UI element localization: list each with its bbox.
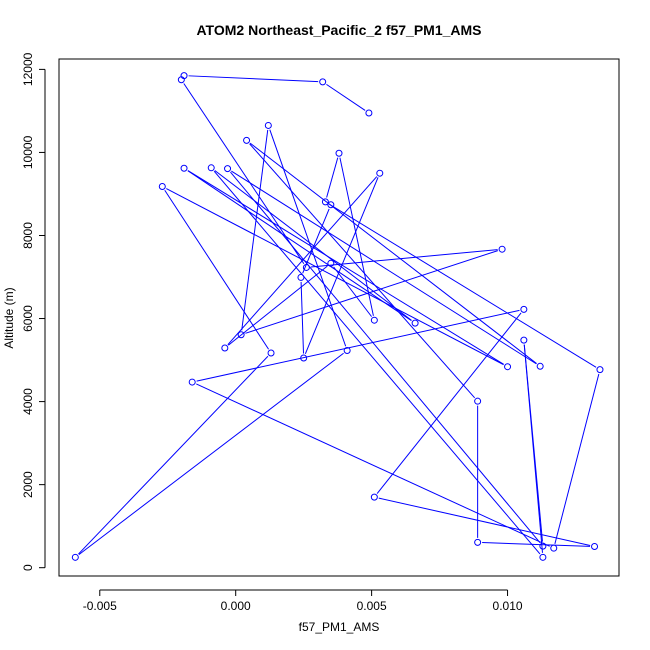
series-segment (230, 171, 541, 543)
y-axis: 0 2000 4000 6000 8000 10000 12000 (21, 52, 46, 571)
data-point (474, 397, 482, 405)
data-point (321, 198, 329, 206)
series-segment (328, 203, 597, 368)
series-segment (326, 83, 366, 111)
y-tick-label: 4000 (21, 388, 35, 415)
data-point (539, 553, 547, 561)
y-axis-label: Altitude (m) (2, 287, 16, 348)
data-point (498, 245, 506, 253)
data-point (504, 363, 512, 371)
data-point (188, 378, 196, 386)
series-segment (304, 177, 379, 355)
data-point (300, 354, 308, 362)
data-point (370, 493, 378, 501)
x-tick-label: 0.005 (357, 599, 387, 613)
data-point (474, 538, 482, 546)
data-point (158, 182, 166, 190)
y-tick-label: 0 (21, 564, 35, 571)
series-segment (339, 157, 374, 316)
data-point (536, 362, 544, 370)
series-segment (214, 170, 412, 321)
data-point (539, 542, 547, 550)
series-segment (523, 344, 543, 542)
series-segment (300, 281, 305, 354)
series-segment (164, 189, 269, 350)
series-segment (78, 352, 344, 555)
y-tick-label: 2000 (21, 471, 35, 498)
series-lines (78, 75, 600, 555)
data-point (224, 165, 232, 173)
data-point (177, 76, 185, 84)
data-point (411, 319, 419, 327)
series-points (71, 72, 604, 561)
data-point (297, 273, 305, 281)
data-point (302, 263, 310, 271)
y-tick-label: 10000 (21, 135, 35, 169)
series-segment (213, 170, 541, 555)
data-point (71, 553, 79, 561)
data-point (180, 164, 188, 172)
x-tick-label: -0.005 (83, 599, 117, 613)
series-segment (187, 170, 412, 322)
series-segment (78, 355, 269, 555)
chart-title: ATOM2 Northeast_Pacific_2 f57_PM1_AMS (196, 22, 481, 38)
data-point (343, 347, 351, 355)
series-segment (249, 142, 537, 364)
series-segment (326, 157, 339, 198)
series-segment (241, 129, 269, 331)
series-segment (227, 176, 378, 345)
series-segment (249, 143, 476, 399)
series-segment (554, 373, 600, 544)
series-segment (378, 497, 591, 547)
data-point (243, 136, 251, 144)
y-tick-label: 6000 (21, 305, 35, 332)
series-segment (333, 266, 373, 317)
series-segment (188, 75, 319, 83)
series-segment (231, 170, 537, 365)
data-point (596, 366, 604, 374)
series-segment (302, 208, 330, 274)
series-segment (376, 312, 522, 494)
x-tick-label: 0.010 (493, 599, 523, 613)
series-segment (166, 188, 504, 366)
data-point (591, 543, 599, 551)
data-point (237, 331, 245, 339)
series-segment (482, 542, 591, 547)
data-point (550, 544, 558, 552)
data-point (520, 305, 528, 313)
y-tick-label: 12000 (21, 52, 35, 86)
data-point (376, 169, 384, 177)
data-point (327, 201, 335, 209)
series-segment (183, 83, 305, 264)
x-tick-label: 0.000 (221, 599, 251, 613)
data-point (520, 336, 528, 344)
data-point (221, 344, 229, 352)
data-point (370, 316, 378, 324)
x-axis: -0.005 0.000 0.005 0.010 (83, 589, 523, 613)
data-point (327, 259, 335, 267)
plot-frame (58, 58, 620, 577)
series-segment (228, 265, 328, 346)
data-point (365, 109, 373, 117)
y-tick-label: 8000 (21, 222, 35, 249)
series-segment (196, 383, 550, 547)
data-point (207, 164, 215, 172)
series-segment (196, 309, 520, 382)
series-segment (245, 250, 498, 334)
data-point (335, 149, 343, 157)
x-axis-label: f57_PM1_AMS (299, 620, 380, 634)
data-point (267, 349, 275, 357)
data-point (264, 121, 272, 129)
data-point (319, 78, 327, 86)
